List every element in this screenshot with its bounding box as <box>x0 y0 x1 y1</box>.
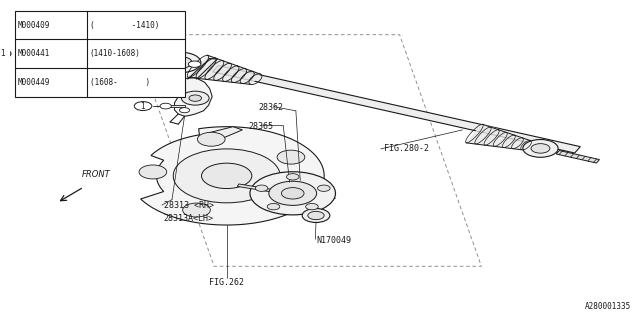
Polygon shape <box>188 55 260 84</box>
Circle shape <box>134 102 152 110</box>
Text: A280001335: A280001335 <box>585 302 631 311</box>
Circle shape <box>182 203 211 217</box>
Circle shape <box>287 174 299 180</box>
Circle shape <box>0 49 11 58</box>
Circle shape <box>161 52 201 73</box>
Circle shape <box>523 140 558 157</box>
Polygon shape <box>466 124 530 150</box>
Text: M000449: M000449 <box>17 78 50 87</box>
Circle shape <box>189 95 202 101</box>
Text: 1: 1 <box>141 101 145 111</box>
Text: 28313A<LH>: 28313A<LH> <box>164 214 214 223</box>
Text: M000409: M000409 <box>17 21 50 30</box>
Circle shape <box>302 209 330 222</box>
Circle shape <box>308 212 324 220</box>
Circle shape <box>179 108 189 113</box>
Text: FIG.280-2: FIG.280-2 <box>384 144 429 153</box>
Text: 28365: 28365 <box>249 122 274 131</box>
Circle shape <box>160 103 172 109</box>
Circle shape <box>170 57 192 68</box>
Text: M000441: M000441 <box>17 49 50 58</box>
Circle shape <box>306 204 318 210</box>
Circle shape <box>277 150 305 164</box>
Circle shape <box>197 132 225 146</box>
Text: 1: 1 <box>0 49 4 58</box>
Polygon shape <box>208 127 243 138</box>
Circle shape <box>255 185 268 191</box>
Text: 28362: 28362 <box>258 103 283 112</box>
Circle shape <box>282 188 304 199</box>
Polygon shape <box>175 77 212 116</box>
Polygon shape <box>130 50 168 61</box>
Text: (1608-      ): (1608- ) <box>90 78 150 87</box>
Text: N170049: N170049 <box>317 236 351 245</box>
Circle shape <box>268 194 296 208</box>
Circle shape <box>188 61 201 68</box>
Bar <box>15 11 184 97</box>
Circle shape <box>173 149 280 203</box>
Circle shape <box>531 144 550 153</box>
Circle shape <box>268 204 280 210</box>
Text: (        -1410): ( -1410) <box>90 21 159 30</box>
Polygon shape <box>141 127 324 225</box>
Circle shape <box>139 165 166 179</box>
Circle shape <box>202 163 252 188</box>
Circle shape <box>317 185 330 191</box>
Text: 28313 <RH>: 28313 <RH> <box>164 202 214 211</box>
Polygon shape <box>556 150 600 163</box>
Circle shape <box>181 91 209 105</box>
Text: FIG.262: FIG.262 <box>209 278 244 287</box>
Circle shape <box>250 172 335 215</box>
Polygon shape <box>237 184 290 195</box>
Circle shape <box>269 181 317 205</box>
Text: FRONT: FRONT <box>82 170 111 179</box>
Text: (1410-1608): (1410-1608) <box>90 49 140 58</box>
Polygon shape <box>166 105 184 107</box>
Polygon shape <box>212 66 580 153</box>
